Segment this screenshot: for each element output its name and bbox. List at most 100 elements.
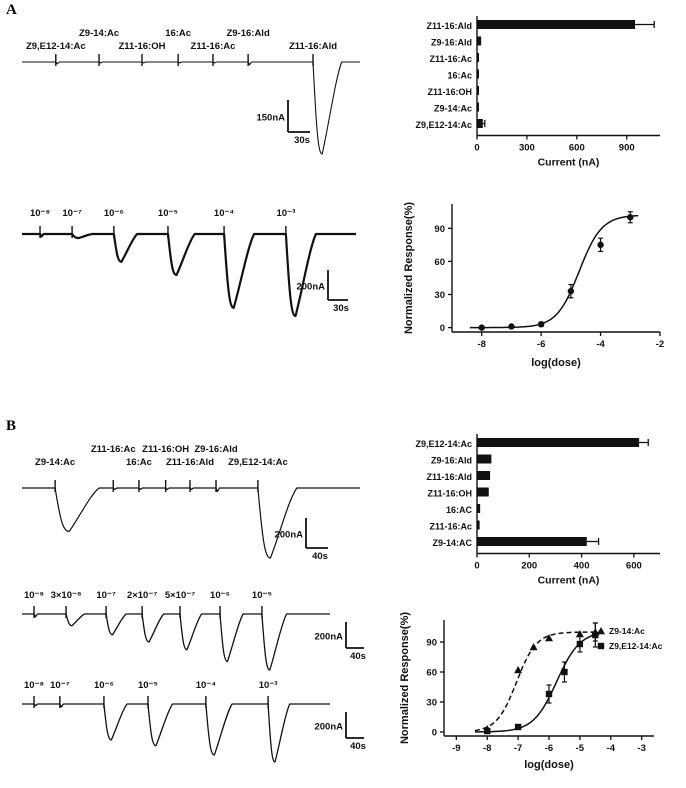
x-tick-label: -5 bbox=[576, 743, 585, 754]
bar bbox=[477, 20, 636, 29]
x-tick-label: 600 bbox=[569, 143, 585, 154]
scalebar-time-label: 40s bbox=[312, 551, 328, 562]
x-tick-label: -9 bbox=[452, 743, 460, 754]
x-tick-label: 200 bbox=[521, 561, 537, 572]
bar bbox=[477, 86, 479, 95]
stimulus-label: 16:Ac bbox=[165, 28, 191, 39]
bar bbox=[477, 438, 640, 447]
marker-square bbox=[514, 723, 522, 731]
stimulus-label: 3×10⁻⁸ bbox=[51, 590, 82, 601]
stimulus-label: Z11-16:Ac bbox=[91, 444, 136, 455]
stimulus-label: 10⁻⁷ bbox=[96, 590, 116, 601]
bar-category-label: 16:AC bbox=[446, 505, 473, 515]
stimulus-label: 10⁻³ bbox=[276, 208, 295, 219]
stimulus-label: Z11-16:Ac bbox=[191, 41, 236, 52]
x-tick-label: -4 bbox=[607, 743, 616, 754]
scalebar-current-label: 200nA bbox=[314, 721, 343, 732]
stimulus-label: 10⁻⁶ bbox=[104, 208, 124, 219]
marker-triangle bbox=[597, 627, 605, 635]
x-tick-label: -4 bbox=[596, 339, 605, 350]
legend-label: Z9-14:Ac bbox=[609, 626, 645, 636]
x-tick-label: 900 bbox=[619, 143, 635, 154]
scalebar-current-label: 200nA bbox=[296, 282, 325, 293]
stimulus-label: Z9,E12-14:Ac bbox=[228, 457, 288, 468]
y-tick-label: 30 bbox=[434, 290, 445, 301]
bar-category-label: Z9,E12-14:Ac bbox=[415, 439, 472, 449]
bar-category-label: Z11-16:Ald bbox=[426, 472, 472, 482]
marker-square bbox=[592, 631, 599, 639]
y-tick-label: 90 bbox=[426, 638, 437, 649]
fit-curve bbox=[469, 214, 639, 329]
stimulus-label: 10⁻⁷ bbox=[50, 680, 70, 691]
stimulus-label: Z9-14:Ac bbox=[35, 457, 75, 468]
bar bbox=[477, 487, 489, 497]
stimulus-label: Z11-16:Ald bbox=[289, 41, 337, 52]
x-axis-title: log(dose) bbox=[531, 357, 581, 369]
marker-square bbox=[561, 668, 568, 676]
marker-square bbox=[484, 727, 491, 735]
stimulus-label: 10⁻⁷ bbox=[62, 208, 82, 219]
scalebar-current-label: 200nA bbox=[274, 530, 303, 541]
scalebar-time-label: 30s bbox=[294, 135, 310, 146]
x-tick-label: 0 bbox=[474, 143, 479, 154]
legend-label: Z9,E12-14:Ac bbox=[609, 641, 663, 651]
fit-curve bbox=[474, 631, 603, 732]
stimulus-label: 10⁻⁸ bbox=[24, 680, 44, 691]
x-tick-label: 0 bbox=[474, 561, 479, 572]
bar-category-label: Z11-16:OH bbox=[427, 87, 472, 97]
stimulus-label: 10⁻⁴ bbox=[196, 680, 217, 691]
x-tick-label: -7 bbox=[514, 743, 522, 754]
panel-b-current-bar-chart: Z9,E12-14:Ac Z9-16:Ald Z11-16:Ald Z11-16:OH… bbox=[415, 434, 660, 587]
marker-triangle bbox=[529, 643, 538, 651]
fit-curve bbox=[474, 632, 603, 733]
stimulus-label: 16:Ac bbox=[126, 457, 152, 468]
x-tick-label: -6 bbox=[537, 339, 545, 350]
panel-a-dose-response-chart: 0 30 60 90 -8 -6 -4 -2 Normalized Response(%) log… bbox=[403, 202, 664, 369]
y-tick-label: 60 bbox=[426, 668, 437, 679]
marker-triangle bbox=[514, 666, 523, 674]
bar-category-label: Z9-16:Ald bbox=[431, 38, 472, 48]
x-tick-label: -8 bbox=[477, 339, 485, 350]
panel-b-dose-traces-chart: 10⁻⁸ 3×10⁻⁸ 10⁻⁷ 2×10⁻⁷ 5×10⁻⁷ 10⁻⁶ 10⁻⁵ 200nA 4… bbox=[22, 590, 366, 763]
stimulus-label: 10⁻⁵ bbox=[252, 590, 272, 601]
scalebar-current-label: 150nA bbox=[256, 113, 285, 124]
bar-category-label: Z9,E12-14:Ac bbox=[415, 120, 472, 130]
marker-circle bbox=[597, 241, 604, 249]
trace-line bbox=[22, 613, 330, 671]
x-axis-title: log(dose) bbox=[524, 759, 574, 771]
marker-square bbox=[545, 690, 553, 698]
stimulus-label: Z9,E12-14:Ac bbox=[26, 41, 86, 52]
x-tick-label: -8 bbox=[483, 743, 491, 754]
bar bbox=[477, 102, 479, 112]
bar bbox=[477, 454, 492, 464]
scalebar-time-label: 40s bbox=[350, 651, 366, 662]
marker-square bbox=[576, 640, 584, 648]
stimulus-label: Z9-16:Ald bbox=[226, 28, 269, 39]
bar-category-label: 16:Ac bbox=[447, 71, 472, 81]
bar bbox=[477, 36, 482, 46]
x-tick-label: 400 bbox=[574, 561, 590, 572]
y-axis-title: Normalized Response(%) bbox=[403, 202, 415, 334]
bar bbox=[477, 504, 481, 513]
stimulus-label: Z9-16:Ald bbox=[194, 444, 237, 455]
panel-a-current-bar-chart: Z11-16:Ald Z9-16:Ald Z11-16:Ac 16:Ac Z11-16:… bbox=[415, 16, 660, 169]
stimulus-label: 10⁻⁸ bbox=[24, 590, 44, 601]
stimulus-label: 10⁻⁵ bbox=[138, 680, 158, 691]
bar-category-label: Z9-14:AC bbox=[432, 538, 472, 548]
marker-circle bbox=[567, 287, 575, 295]
x-tick-label: 300 bbox=[519, 143, 535, 154]
bar bbox=[477, 119, 483, 128]
bar bbox=[477, 53, 479, 62]
scalebar-time-label: 30s bbox=[333, 303, 349, 314]
x-tick-label: -6 bbox=[545, 743, 553, 754]
panel-a-label: A bbox=[6, 2, 17, 18]
panel-a-screening-trace-chart: Z9,E12-14:AcZ9-14:AcZ11-16:OH16:AcZ11-16… bbox=[22, 28, 360, 155]
stimulus-label: Z11-16:OH bbox=[142, 444, 189, 455]
bar-category-label: Z11-16:Ald bbox=[426, 21, 472, 31]
stimulus-label: 10⁻⁶ bbox=[210, 590, 230, 601]
bar bbox=[477, 537, 587, 546]
y-tick-label: 0 bbox=[440, 323, 445, 334]
scalebar-time-label: 40s bbox=[350, 741, 366, 752]
bar-category-label: Z11-16:OH bbox=[427, 489, 472, 499]
